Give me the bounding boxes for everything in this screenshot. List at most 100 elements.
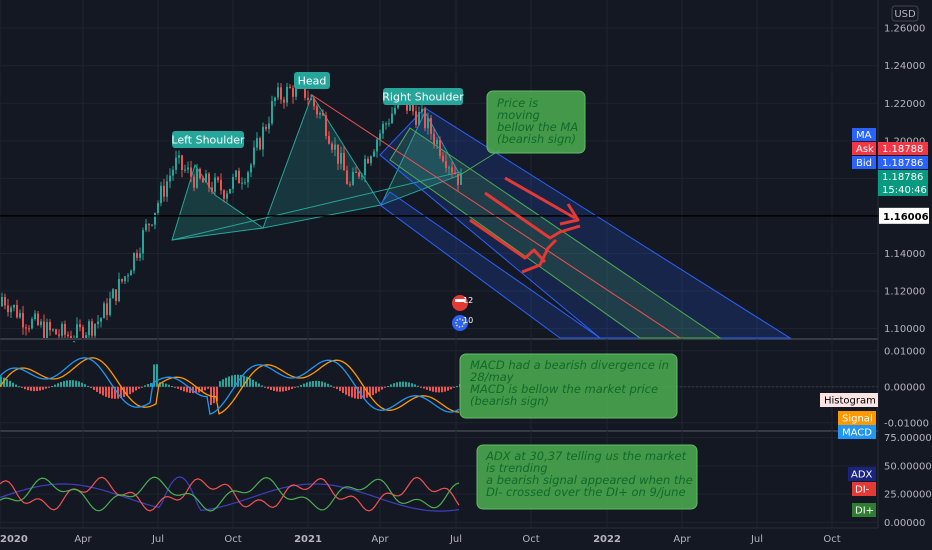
histogram-bar: [261, 385, 263, 387]
histogram-bar: [441, 386, 443, 393]
legend-tag[interactable]: [820, 393, 878, 407]
candle-body: [379, 133, 381, 140]
candle-body: [34, 313, 36, 320]
candle-body: [196, 168, 198, 188]
annotation-pointer: [459, 149, 501, 176]
price-tag[interactable]: [878, 156, 928, 169]
candle-body: [211, 187, 213, 192]
adx-annotation[interactable]: ADX at 30,37 telling us the market is tre…: [476, 444, 698, 510]
histogram-bar: [9, 380, 11, 387]
histogram-bar: [171, 386, 173, 388]
candle-body: [37, 313, 39, 325]
histogram-bar: [33, 386, 35, 392]
candle-body: [367, 158, 369, 164]
bearish-arrows: [469, 176, 581, 274]
price-tag[interactable]: [878, 142, 928, 155]
annotation-box: [486, 90, 586, 154]
histogram-bar: [435, 386, 437, 393]
candle-body: [430, 117, 432, 134]
candle-body: [67, 334, 69, 337]
candle-body: [346, 170, 348, 185]
histogram-bar: [90, 386, 92, 388]
legend-tag[interactable]: [838, 411, 876, 425]
time-axis-bg[interactable]: [0, 528, 932, 550]
pattern-labels: Left Shoulder Head Right Shoulder: [171, 72, 464, 148]
histogram-bar: [132, 386, 134, 393]
adx-line: [0, 476, 460, 512]
candle-body: [79, 324, 81, 328]
candle-body: [388, 123, 390, 125]
legend-tag[interactable]: [852, 482, 876, 496]
histogram-bar: [393, 383, 395, 387]
macd-annotation[interactable]: MACD had a bearish divergence in 28/may MA…: [459, 353, 678, 419]
annotation-line: MACD had a bearish divergence in: [470, 358, 669, 372]
histogram-bar: [204, 386, 206, 391]
price-scale[interactable]: [878, 0, 932, 550]
macd-panel[interactable]: [0, 340, 878, 430]
legend-tag[interactable]: [838, 425, 876, 439]
time-tick-label: Apr: [371, 534, 389, 545]
price-tag[interactable]: [852, 128, 876, 141]
histogram-bar: [438, 386, 440, 393]
price-tag[interactable]: [878, 183, 928, 196]
candle-body: [94, 323, 96, 336]
candle-body: [43, 321, 45, 338]
histogram-bar: [42, 386, 44, 390]
y-tick-label: 50.00000: [884, 461, 932, 472]
candle-body: [88, 321, 90, 336]
candle-body: [139, 253, 141, 258]
macd-line: [0, 357, 460, 416]
candle-body: [322, 112, 324, 116]
legend-tag[interactable]: [852, 503, 876, 517]
price-tag[interactable]: [878, 170, 928, 183]
histogram-bar: [186, 386, 188, 393]
event-badges[interactable]: 12 10: [452, 295, 473, 331]
currency-button[interactable]: [891, 5, 919, 22]
badge-count: 10: [463, 316, 473, 325]
histogram-bar: [87, 385, 89, 387]
candle-body: [370, 156, 372, 164]
price-panel[interactable]: [0, 0, 878, 338]
candle-body: [274, 97, 276, 102]
legend-label: Histogram: [824, 396, 876, 407]
price-tag[interactable]: [852, 156, 876, 169]
time-tick-label: Apr: [74, 534, 92, 545]
candle-body: [163, 185, 165, 197]
price-tag-label: Ask: [856, 144, 874, 155]
adx-panel[interactable]: [0, 432, 878, 528]
histogram-bar: [417, 385, 419, 387]
indicator-legends[interactable]: Histogram Signal MACD ADX DI- DI+: [820, 393, 878, 517]
histogram-bar: [297, 386, 299, 388]
price-tags[interactable]: 1.16006 MA Ask 1.18788 Bid 1.18786 1.18786 15:4…: [852, 128, 929, 224]
histogram-bar: [324, 382, 326, 387]
price-tag[interactable]: [852, 142, 876, 155]
y-tick-label: 0.01000: [884, 346, 925, 357]
y-tick-label: 0.00000: [884, 382, 925, 393]
currency-label: USD: [894, 9, 916, 20]
candle-body: [280, 87, 282, 100]
histogram-bar: [306, 382, 308, 387]
histogram-bar: [249, 378, 251, 387]
candle-body: [433, 133, 435, 145]
histogram-bar: [129, 386, 131, 395]
panel-divider[interactable]: [0, 430, 878, 432]
candle-body: [205, 173, 207, 183]
y-tick-label: 1.10000: [884, 324, 925, 335]
candle-body: [103, 303, 105, 319]
candle-body: [202, 178, 204, 183]
candle-body: [100, 318, 102, 322]
candle-body: [244, 182, 246, 184]
panel-divider[interactable]: [0, 338, 878, 340]
candle-body: [199, 168, 201, 179]
pattern-label: Right Shoulder: [382, 91, 464, 104]
candle-body: [262, 126, 264, 150]
neckline: [171, 171, 461, 241]
candle-body: [316, 106, 318, 115]
annotation-line: a bearish signal appeared when the: [486, 473, 693, 487]
histogram-bar: [423, 386, 425, 389]
support-price-tag[interactable]: [879, 207, 929, 224]
candle-body: [412, 103, 414, 112]
ma-annotation[interactable]: Price is moving bellow the MA (bearish sign…: [459, 90, 586, 176]
legend-tag[interactable]: [848, 467, 876, 481]
histogram-bar: [432, 386, 434, 392]
